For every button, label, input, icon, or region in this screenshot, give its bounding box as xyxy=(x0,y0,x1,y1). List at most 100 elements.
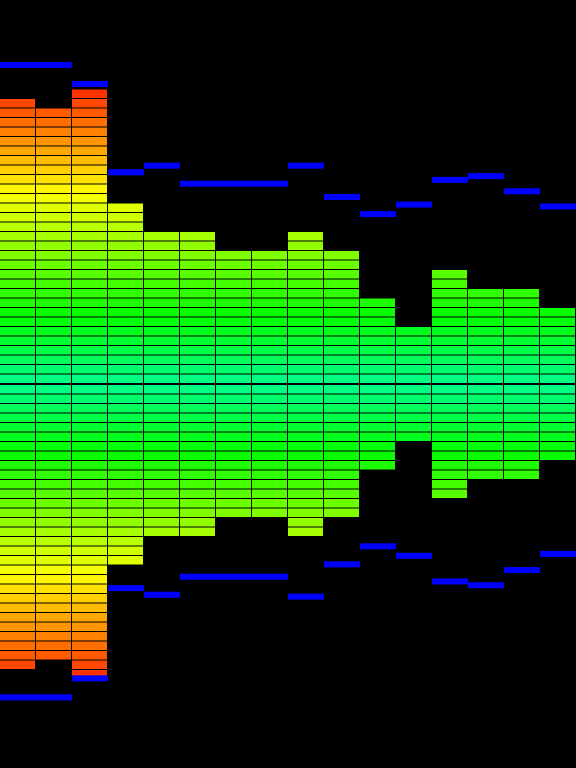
segment xyxy=(108,241,143,250)
segment xyxy=(324,355,359,364)
segment xyxy=(108,518,143,527)
segment xyxy=(324,385,359,394)
segment xyxy=(288,461,323,470)
segment xyxy=(36,575,71,584)
segment xyxy=(108,527,143,536)
segment xyxy=(432,442,467,451)
segment xyxy=(252,508,287,517)
segment xyxy=(72,222,107,231)
segment xyxy=(0,442,35,451)
segment xyxy=(0,365,35,374)
segment xyxy=(432,308,467,317)
segment xyxy=(144,327,179,336)
segment xyxy=(360,336,395,345)
peak-marker xyxy=(360,543,396,550)
segment xyxy=(144,404,179,413)
segment xyxy=(324,508,359,517)
segment xyxy=(72,336,107,345)
segment xyxy=(36,374,71,383)
segment xyxy=(360,308,395,317)
segment xyxy=(288,355,323,364)
segment xyxy=(468,423,503,432)
peak-marker xyxy=(324,194,360,200)
segment xyxy=(72,480,107,489)
segment xyxy=(0,660,35,669)
segment xyxy=(288,279,323,288)
segment xyxy=(72,442,107,451)
segment xyxy=(36,108,71,117)
segment xyxy=(180,508,215,517)
peak-marker xyxy=(396,552,432,559)
segment xyxy=(0,156,35,165)
segment xyxy=(72,641,107,650)
segment xyxy=(540,413,575,422)
segment xyxy=(288,270,323,279)
segment xyxy=(36,461,71,470)
segment xyxy=(0,203,35,212)
segment xyxy=(108,508,143,517)
peak-marker xyxy=(252,180,288,187)
segment xyxy=(288,470,323,479)
segment xyxy=(180,404,215,413)
segment xyxy=(0,232,35,241)
segment xyxy=(540,355,575,364)
segment xyxy=(396,327,431,336)
segment xyxy=(36,489,71,498)
segment xyxy=(324,374,359,383)
segment xyxy=(0,499,35,508)
segment xyxy=(72,527,107,536)
segment xyxy=(72,423,107,432)
segment xyxy=(396,423,431,432)
segment xyxy=(36,279,71,288)
segment xyxy=(36,613,71,622)
segment xyxy=(324,489,359,498)
segment xyxy=(252,336,287,345)
segment xyxy=(360,394,395,403)
segment xyxy=(144,355,179,364)
segment xyxy=(288,374,323,383)
segment xyxy=(360,355,395,364)
segment xyxy=(180,365,215,374)
segment xyxy=(0,355,35,364)
segment xyxy=(540,451,575,460)
segment xyxy=(252,374,287,383)
segment xyxy=(36,165,71,174)
segment xyxy=(72,270,107,279)
segment xyxy=(252,308,287,317)
segment xyxy=(540,432,575,441)
peak-marker xyxy=(180,180,216,187)
segment xyxy=(0,336,35,345)
segment xyxy=(144,279,179,288)
segment xyxy=(0,184,35,193)
segment xyxy=(72,451,107,460)
segment xyxy=(144,308,179,317)
segment xyxy=(504,374,539,383)
peak-marker xyxy=(288,593,324,600)
segment xyxy=(36,651,71,660)
segment xyxy=(144,461,179,470)
segment xyxy=(72,603,107,612)
peak-marker xyxy=(324,561,360,568)
segment xyxy=(432,289,467,298)
segment xyxy=(360,327,395,336)
segment xyxy=(468,432,503,441)
segment xyxy=(288,451,323,460)
segment xyxy=(216,508,251,517)
segment xyxy=(108,317,143,326)
segment xyxy=(432,298,467,307)
segment xyxy=(396,355,431,364)
peak-marker xyxy=(216,180,252,187)
peak-marker xyxy=(288,162,324,169)
segment xyxy=(0,394,35,403)
peak-marker xyxy=(396,201,432,208)
segment xyxy=(36,432,71,441)
segment xyxy=(108,336,143,345)
segment xyxy=(432,346,467,355)
segment xyxy=(504,394,539,403)
segment xyxy=(468,451,503,460)
segment xyxy=(504,365,539,374)
segment xyxy=(396,385,431,394)
segment xyxy=(36,584,71,593)
peak-marker xyxy=(144,591,180,598)
